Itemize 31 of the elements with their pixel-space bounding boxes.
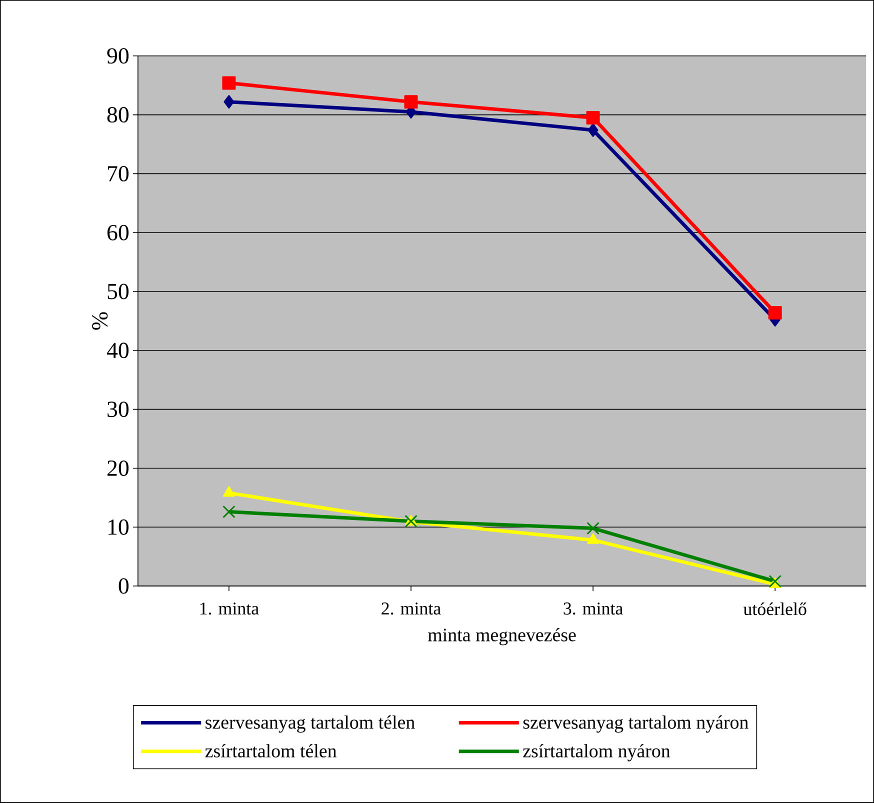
y-tick-label: 0 [118,578,129,594]
x-tick-label: 2. minta [382,602,441,615]
x-tick-label: 1. minta [200,602,259,615]
y-tick-label: 80 [107,107,129,123]
x-tick-label: utóérlelő [743,602,806,616]
y-tick-label: 30 [108,402,129,418]
x-tick-label: 3. minta [564,602,623,615]
point [222,76,236,90]
point [586,522,600,535]
point [222,505,236,518]
y-tick-label: 20 [108,460,129,476]
point [768,306,782,320]
point [223,486,235,497]
x-axis-title: minta megnevezése [428,628,576,646]
y-tick-label: 70 [108,166,129,182]
legend-label: szervesanyag tartalom télen [206,715,415,733]
y-tick-label: 40 [106,342,129,358]
point [768,574,782,588]
y-tick-label: 90 [107,48,129,64]
legend-label: zsírtartalom nyáron [523,744,670,762]
point [587,533,599,544]
point [224,95,234,109]
legend-label: zsírtartalom télen [205,744,337,758]
y-tick-label: 60 [107,224,129,240]
y-tick-label: 50 [108,284,129,300]
point [404,95,418,109]
y-tick-label: 10 [108,519,129,535]
point [588,123,598,137]
y-axis-title: % [92,312,108,330]
point [586,111,600,125]
legend-label: szervesanyag tartalom nyáron [523,715,748,733]
